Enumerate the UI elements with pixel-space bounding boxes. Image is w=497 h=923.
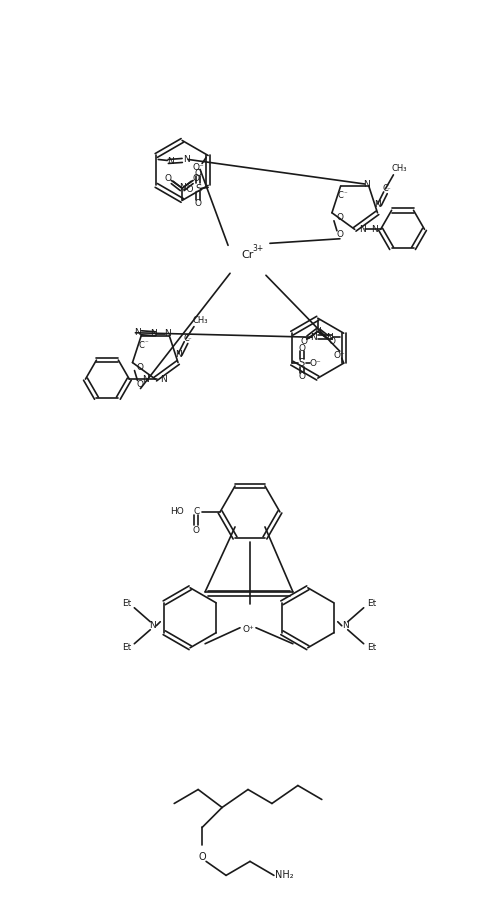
Text: N: N (342, 621, 349, 630)
Text: O: O (336, 213, 343, 222)
Text: N: N (311, 332, 317, 342)
Text: NH₂: NH₂ (274, 870, 293, 881)
Text: N: N (327, 332, 333, 342)
Text: O: O (298, 372, 305, 380)
Text: O: O (193, 526, 200, 535)
Text: O: O (300, 337, 307, 346)
Text: O: O (137, 380, 144, 389)
Text: N: N (315, 327, 321, 336)
Text: C: C (193, 508, 199, 517)
Text: O: O (298, 343, 305, 353)
Text: O⁻: O⁻ (310, 359, 322, 367)
Text: O: O (328, 337, 335, 346)
Text: 3+: 3+ (252, 244, 263, 253)
Text: ⁻: ⁻ (187, 338, 191, 343)
Text: N: N (174, 350, 181, 359)
Text: O: O (336, 230, 343, 239)
Text: O: O (193, 174, 200, 183)
Text: C: C (183, 334, 189, 343)
Text: S: S (195, 185, 201, 195)
Text: CH₃: CH₃ (392, 164, 407, 174)
Text: C: C (337, 191, 343, 200)
Text: N: N (149, 621, 156, 630)
Text: C: C (138, 342, 144, 350)
Text: Et: Et (367, 599, 376, 608)
Text: O⁻: O⁻ (334, 351, 345, 360)
Text: N: N (374, 200, 381, 210)
Text: N: N (179, 183, 185, 192)
Text: Et: Et (367, 643, 376, 653)
Text: O: O (198, 853, 206, 862)
Text: N: N (160, 375, 166, 384)
Text: ⁻: ⁻ (387, 187, 390, 194)
Text: Et: Et (122, 643, 131, 653)
Text: N: N (150, 330, 157, 338)
Text: O: O (137, 363, 144, 372)
Text: O⁻: O⁻ (192, 163, 204, 172)
Text: O: O (195, 169, 202, 178)
Text: N: N (164, 330, 170, 338)
Text: N: N (371, 225, 378, 234)
Text: N: N (142, 375, 149, 384)
Text: S: S (299, 358, 305, 368)
Text: N: N (134, 329, 141, 337)
Text: CH₃: CH₃ (192, 317, 208, 325)
Text: N: N (167, 157, 173, 166)
Text: HO: HO (170, 508, 184, 517)
Text: −O: −O (179, 185, 193, 194)
Text: O⁺: O⁺ (242, 625, 254, 634)
Text: ⁻: ⁻ (144, 341, 148, 347)
Text: N: N (359, 225, 366, 234)
Text: Cr: Cr (242, 250, 254, 260)
Text: N: N (183, 155, 189, 164)
Text: N: N (363, 179, 370, 188)
Text: C: C (383, 185, 388, 193)
Text: O: O (195, 198, 202, 208)
Text: Et: Et (122, 599, 131, 608)
Text: O: O (165, 174, 172, 183)
Text: ⁻: ⁻ (344, 191, 347, 197)
